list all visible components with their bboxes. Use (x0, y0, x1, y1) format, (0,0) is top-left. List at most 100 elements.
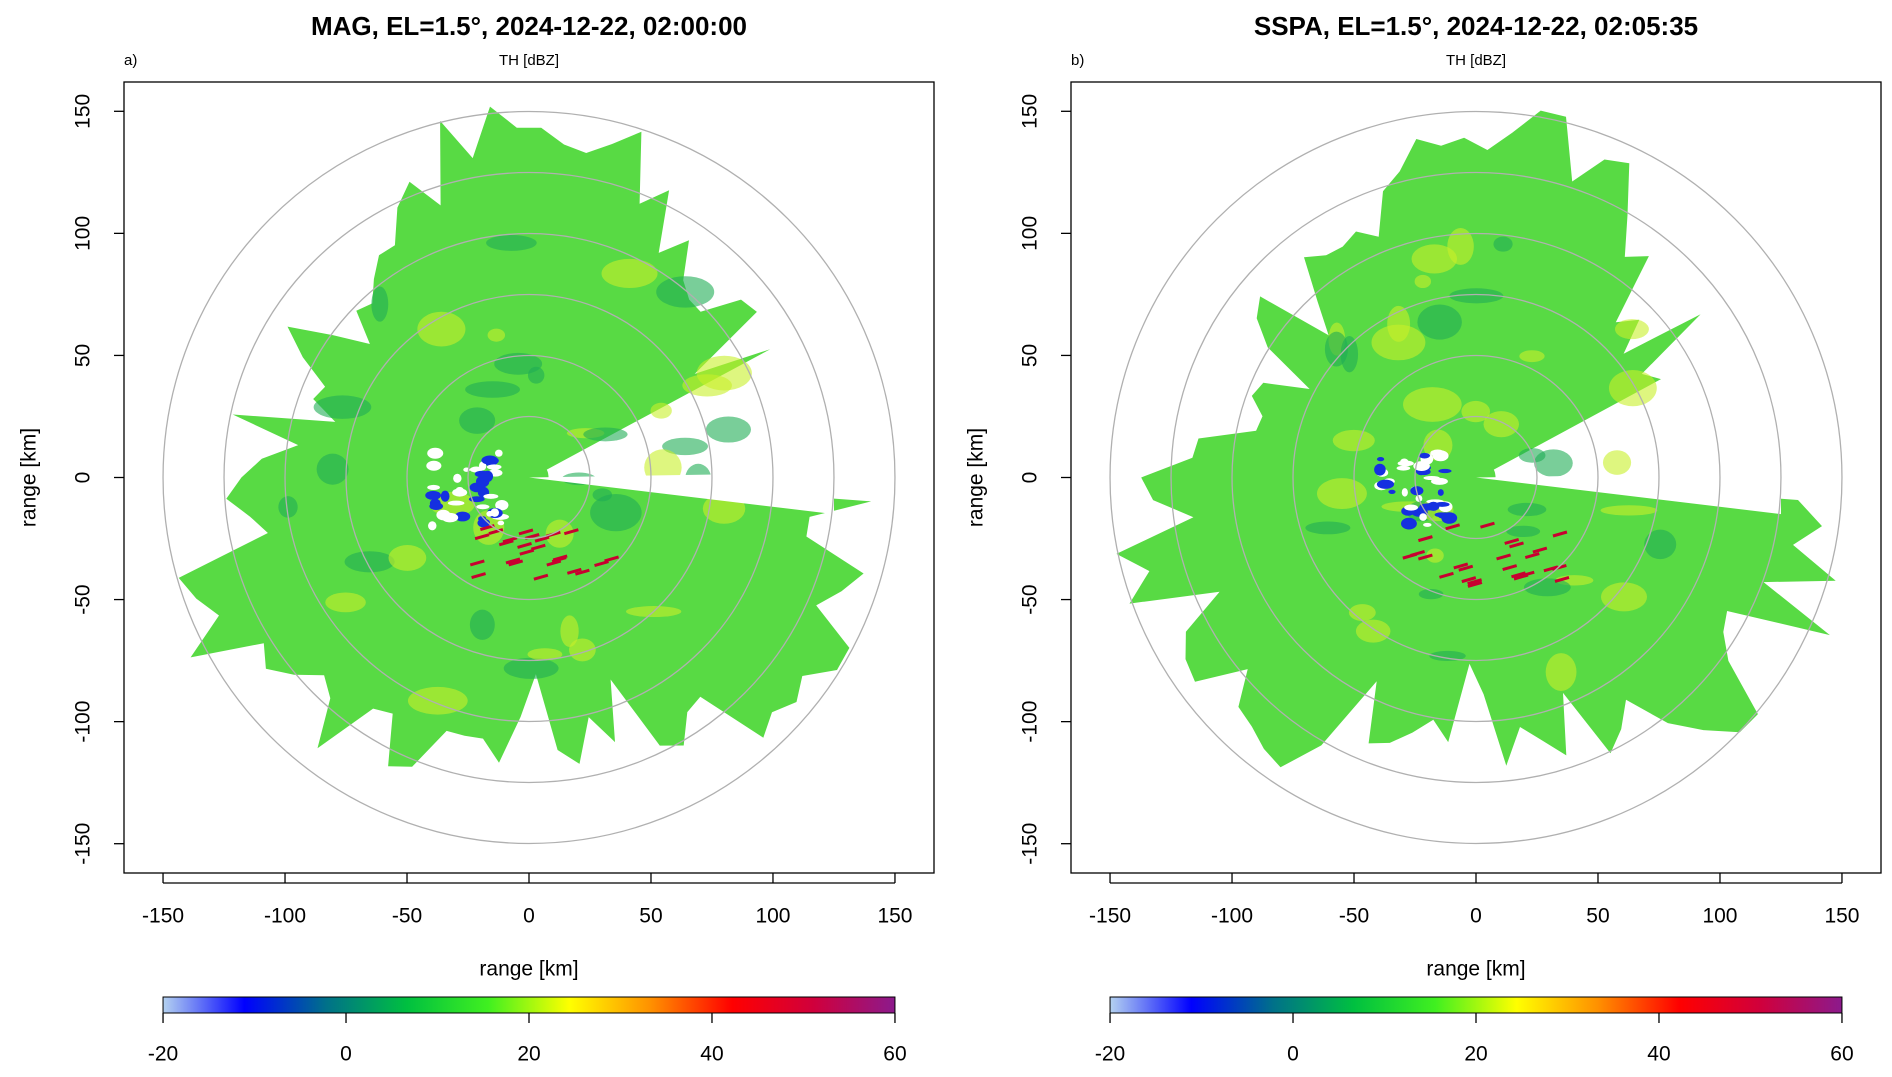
colorbar-tick-label: 0 (340, 1043, 352, 1066)
range-ring (345, 293, 713, 662)
echo-streak (551, 556, 567, 563)
echo-patch (590, 494, 642, 532)
echo-patch (453, 473, 462, 483)
y-axis-label: range [km] (18, 428, 41, 527)
echo-patch (1608, 369, 1657, 407)
echo-patch (426, 460, 442, 471)
echo-patch (313, 395, 372, 419)
echo-streak (546, 559, 562, 567)
y-tick-label: -50 (1019, 584, 1042, 614)
y-tick-label: -100 (1019, 701, 1042, 743)
echo-streak (1410, 549, 1425, 557)
echo-patch (1355, 619, 1391, 643)
x-tick-label: -100 (264, 905, 306, 928)
echo-patch (1506, 525, 1541, 537)
echo-field (1116, 110, 1836, 768)
echo-streak (1439, 571, 1454, 579)
echo-streak (1532, 546, 1548, 554)
echo-patch (1376, 456, 1385, 462)
echo-patch (1340, 336, 1359, 373)
echo-patch (1418, 589, 1444, 600)
echo-streak (594, 560, 609, 568)
y-tick-label: -150 (72, 823, 95, 865)
echo-patch (1434, 502, 1450, 507)
echo-patch (325, 592, 366, 613)
x-tick-label: 150 (877, 905, 912, 928)
echo-streak (1467, 580, 1483, 588)
colorbar (162, 996, 896, 1014)
echo-patch (1316, 478, 1367, 510)
echo-streak (471, 572, 487, 579)
echo-patch (1523, 578, 1571, 597)
echo-streak (1417, 553, 1433, 561)
echo-patch (465, 381, 520, 398)
echo-streak (1496, 553, 1511, 561)
echo-streak (1504, 537, 1520, 545)
echo-patch (495, 499, 509, 511)
echo-patch (481, 456, 499, 465)
x-tick-label: 150 (1824, 905, 1859, 928)
echo-patch (469, 609, 495, 640)
echo-patch (1348, 604, 1376, 622)
echo-patch (1305, 521, 1351, 535)
echo-patch (1397, 460, 1414, 467)
echo-streak (508, 559, 524, 567)
echo-patch (1404, 504, 1418, 511)
y-tick-label: 100 (1019, 216, 1042, 251)
echo-patch (278, 496, 298, 518)
range-ring (223, 171, 835, 784)
echo-streak (524, 533, 540, 540)
echo-patch (1423, 475, 1440, 481)
echo-patch (1430, 449, 1446, 457)
echo-patch (1426, 548, 1444, 563)
x-axis-label: range [km] (1426, 958, 1525, 981)
echo-patch (476, 504, 490, 510)
colorbar-tick-label: 40 (1647, 1043, 1670, 1066)
echo-streak (1513, 573, 1529, 581)
colorbar-tick-label: 20 (1464, 1043, 1487, 1066)
echo-patch (560, 615, 579, 647)
echo-patch (497, 520, 505, 526)
y-tick-label: 50 (1019, 344, 1042, 367)
echo-streak (1502, 564, 1518, 572)
echo-streak (1445, 523, 1461, 531)
echo-patch (486, 464, 502, 470)
echo-patch (427, 447, 444, 459)
subtitle: TH [dBZ] (499, 52, 559, 69)
panel-label: a) (124, 52, 137, 69)
echo-patch (428, 521, 437, 531)
echo-patch (1413, 461, 1430, 471)
echo-patch (1403, 387, 1462, 422)
echo-streak (519, 548, 535, 556)
echo-patch (1614, 319, 1649, 340)
range-ring (406, 354, 652, 601)
range-ring (1414, 415, 1538, 540)
echo-patch (1507, 502, 1547, 517)
beam-gap (529, 472, 834, 515)
echo-patch (1419, 513, 1427, 521)
echo-streak (1524, 552, 1540, 560)
echo-patch (494, 352, 543, 375)
echo-streak (469, 559, 485, 567)
echo-patch (440, 490, 450, 502)
echo-streak (1511, 571, 1526, 579)
echo-patch (1388, 489, 1396, 494)
echo-streak (1554, 575, 1570, 583)
y-tick-label: -50 (72, 584, 95, 614)
y-tick-label: 100 (72, 216, 95, 251)
echo-patch (1644, 529, 1677, 560)
echo-patch (344, 551, 395, 573)
echo-patch (583, 427, 628, 442)
echo-patch (1437, 512, 1453, 519)
colorbar-tick-label: -20 (148, 1043, 178, 1066)
echo-patch (682, 374, 732, 397)
echo-patch (1602, 450, 1632, 475)
echo-streak (498, 539, 514, 547)
echo-patch (1447, 227, 1474, 265)
echo-patch (1332, 429, 1375, 452)
echo-patch (316, 453, 349, 485)
echo-streak (1458, 564, 1474, 572)
range-ring (162, 110, 896, 845)
